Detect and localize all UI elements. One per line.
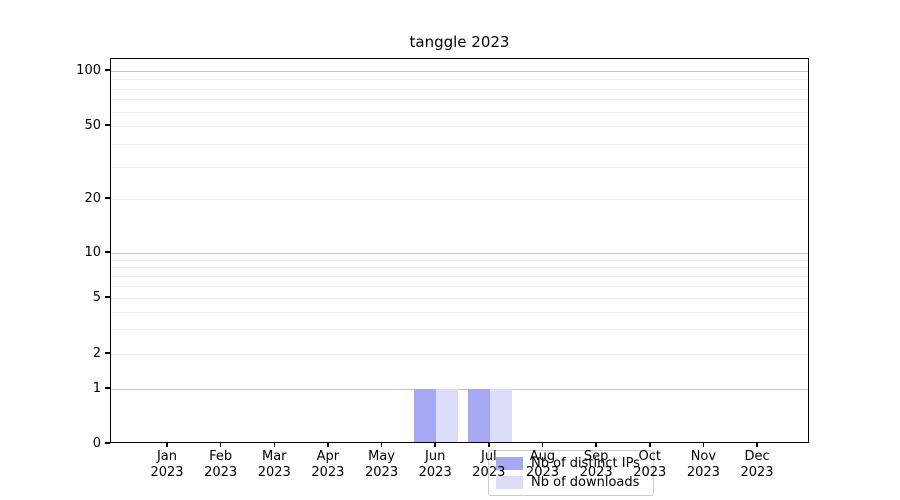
- x-tick-mark: [649, 443, 651, 447]
- x-tick-label-apr: Apr 2023: [311, 449, 345, 480]
- y-tick-label: 2: [92, 345, 101, 361]
- gridline-minor: [111, 126, 808, 127]
- y-tick-mark: [105, 69, 110, 71]
- y-tick-mark: [105, 442, 110, 444]
- legend-item: Nb of downloads: [496, 475, 645, 490]
- y-tick-label: 5: [92, 289, 101, 305]
- x-tick-label-jan: Jan 2023: [150, 449, 184, 480]
- bar-distinct-ips-jun: [414, 389, 437, 443]
- gridline-major: [111, 253, 808, 254]
- x-tick-label-jun: Jun 2023: [418, 449, 452, 480]
- gridline-minor: [111, 354, 808, 355]
- gridline-minor: [111, 166, 808, 168]
- x-tick-mark: [541, 443, 544, 447]
- legend-swatch-icon: [496, 476, 523, 489]
- y-tick-mark: [105, 197, 110, 199]
- gridline-minor: [111, 199, 808, 200]
- x-tick-label-dec: Dec 2023: [740, 449, 774, 480]
- y-tick-mark: [105, 124, 110, 126]
- y-tick-label: 1: [92, 380, 101, 396]
- legend-swatch-icon: [496, 457, 523, 470]
- plot-area: Nb of distinct IPs Nb of downloads: [110, 58, 809, 496]
- x-tick-label-oct: Oct 2023: [633, 449, 667, 480]
- gridline-minor: [111, 143, 808, 145]
- x-tick-mark: [488, 443, 490, 447]
- x-tick-label-nov: Nov 2023: [686, 449, 720, 480]
- x-tick-mark: [380, 443, 383, 447]
- gridline-minor: [111, 286, 808, 288]
- y-tick-mark: [105, 251, 110, 253]
- gridline-minor: [111, 298, 808, 299]
- gridline-major: [111, 389, 808, 390]
- x-tick-mark: [756, 443, 758, 447]
- x-tick-label-sep: Sep 2023: [579, 449, 613, 480]
- x-tick-mark: [166, 443, 168, 447]
- x-tick-mark: [219, 443, 222, 447]
- y-tick-label: 100: [76, 62, 101, 78]
- y-tick-label: 20: [84, 190, 101, 206]
- gridline-major: [111, 71, 808, 72]
- x-tick-mark: [273, 443, 276, 447]
- x-tick-mark: [702, 443, 705, 447]
- bar-distinct-ips-jul: [467, 389, 490, 443]
- y-tick-mark: [105, 296, 110, 298]
- y-tick-mark: [105, 352, 110, 354]
- gridline-minor: [111, 276, 808, 278]
- x-tick-label-may: May 2023: [365, 449, 399, 480]
- y-tick-mark: [105, 387, 110, 389]
- gridline-minor: [111, 311, 808, 313]
- gridline-minor: [111, 259, 808, 261]
- y-tick-label: 50: [84, 117, 101, 133]
- x-tick-mark: [327, 443, 329, 447]
- gridline-minor: [111, 88, 808, 90]
- x-tick-label-aug: Aug 2023: [525, 449, 560, 480]
- x-tick-label-feb: Feb 2023: [204, 449, 238, 480]
- legend-label: Nb of distinct IPs: [531, 456, 640, 471]
- bar-downloads-jun: [436, 389, 459, 443]
- y-tick-label: 10: [84, 244, 101, 260]
- gridline-minor: [111, 111, 808, 113]
- y-tick-label: 0: [92, 435, 101, 451]
- chart-title: tanggle 2023: [409, 33, 510, 51]
- legend-label: Nb of downloads: [531, 475, 640, 490]
- bar-downloads-jul: [489, 389, 512, 443]
- x-tick-mark: [434, 443, 436, 447]
- x-tick-mark: [595, 443, 597, 447]
- x-tick-label-mar: Mar 2023: [257, 449, 291, 480]
- gridline-minor: [111, 267, 808, 269]
- x-tick-label-jul: Jul 2023: [472, 449, 506, 480]
- gridline-minor: [111, 329, 808, 331]
- legend: Nb of distinct IPs Nb of downloads: [488, 450, 654, 496]
- gridline-minor: [111, 99, 808, 101]
- legend-item: Nb of distinct IPs: [496, 456, 645, 471]
- gridline-minor: [111, 79, 808, 81]
